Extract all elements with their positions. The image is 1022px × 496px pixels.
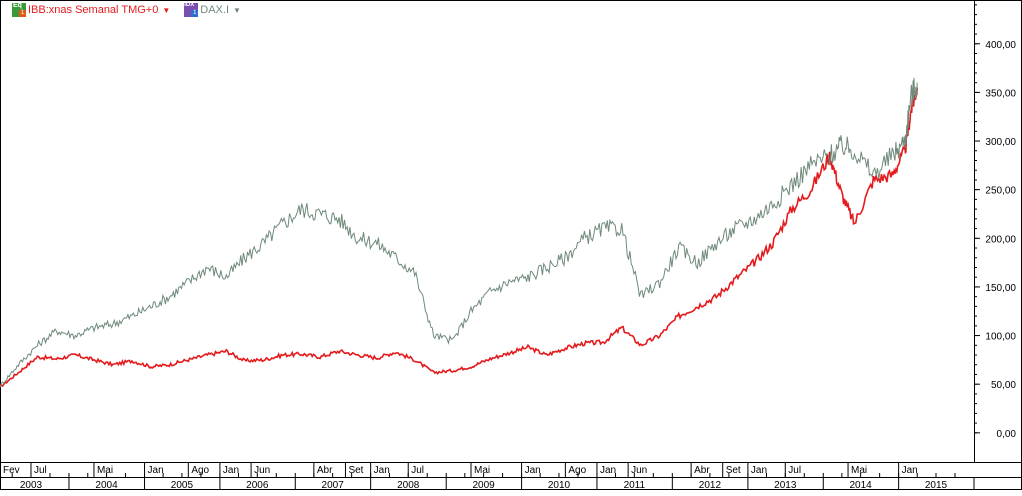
legend: Eq 1 IBB:xnas Semanal TMG+0 ▼ IDX 1 DAX.…	[12, 2, 255, 18]
x-month-label: Ago	[191, 465, 209, 476]
y-tick-label: 300,00	[985, 137, 1016, 148]
index-icon: IDX 1	[184, 2, 199, 17]
legend-label-dax: DAX.I	[200, 4, 229, 16]
x-year-label: 2006	[246, 480, 269, 491]
x-month-label: Ago	[568, 465, 586, 476]
x-year-label: 2007	[322, 480, 345, 491]
series-line-ibb	[0, 87, 918, 388]
x-year-label: 2014	[850, 480, 873, 491]
chevron-down-icon[interactable]: ▼	[233, 5, 241, 15]
equity-icon: Eq 1	[12, 2, 26, 17]
x-year-label: 2009	[472, 480, 495, 491]
x-month-label: Mai	[474, 465, 490, 476]
x-month-label: Jul	[34, 465, 47, 476]
x-month-label: Mai	[851, 465, 867, 476]
y-tick-label: 150,00	[985, 283, 1016, 294]
x-year-label: 2003	[20, 480, 43, 491]
x-month-label: Abr	[317, 465, 333, 476]
x-year-label: 2013	[774, 480, 797, 491]
y-tick-label: 400,00	[985, 40, 1016, 51]
y-tick-label: 100,00	[985, 332, 1016, 343]
y-tick-label: 50,00	[991, 380, 1016, 391]
x-month-label: Jan	[148, 465, 164, 476]
legend-item-ibb[interactable]: Eq 1 IBB:xnas Semanal TMG+0 ▼	[12, 2, 171, 17]
y-tick-label: 0,00	[997, 429, 1017, 440]
x-month-label: Jun	[254, 465, 270, 476]
chevron-down-icon[interactable]: ▼	[162, 5, 171, 15]
x-month-label: Jan	[600, 465, 616, 476]
x-month-label: Abr	[694, 465, 710, 476]
y-tick-label: 250,00	[985, 186, 1016, 197]
x-month-label: Jan	[751, 465, 767, 476]
x-month-label: Jul	[788, 465, 801, 476]
series-line-dax	[0, 77, 918, 388]
x-month-label: Jan	[223, 465, 239, 476]
x-year-label: 2015	[925, 480, 948, 491]
x-month-label: Mai	[97, 465, 113, 476]
x-year-label: 2012	[699, 480, 722, 491]
y-tick-label: 200,00	[985, 234, 1016, 245]
y-tick-label: 350,00	[985, 88, 1016, 99]
x-month-label: Jul	[411, 465, 424, 476]
legend-label-ibb: IBB:xnas Semanal TMG+0	[28, 4, 159, 16]
x-year-label: 2011	[624, 480, 646, 491]
x-month-label: Jan	[374, 465, 390, 476]
x-year-label: 2010	[548, 480, 571, 491]
x-month-label: Jun	[631, 465, 647, 476]
x-month-label: Jan	[902, 465, 918, 476]
x-month-label: Set	[726, 465, 741, 476]
x-month-label: Fev	[3, 465, 20, 476]
legend-item-dax[interactable]: IDX 1 DAX.I ▼	[184, 2, 241, 17]
x-month-label: Jan	[525, 465, 541, 476]
x-year-label: 2005	[171, 480, 194, 491]
x-year-label: 2004	[95, 480, 118, 491]
x-month-label: Set	[348, 465, 363, 476]
x-year-label: 2008	[397, 480, 420, 491]
